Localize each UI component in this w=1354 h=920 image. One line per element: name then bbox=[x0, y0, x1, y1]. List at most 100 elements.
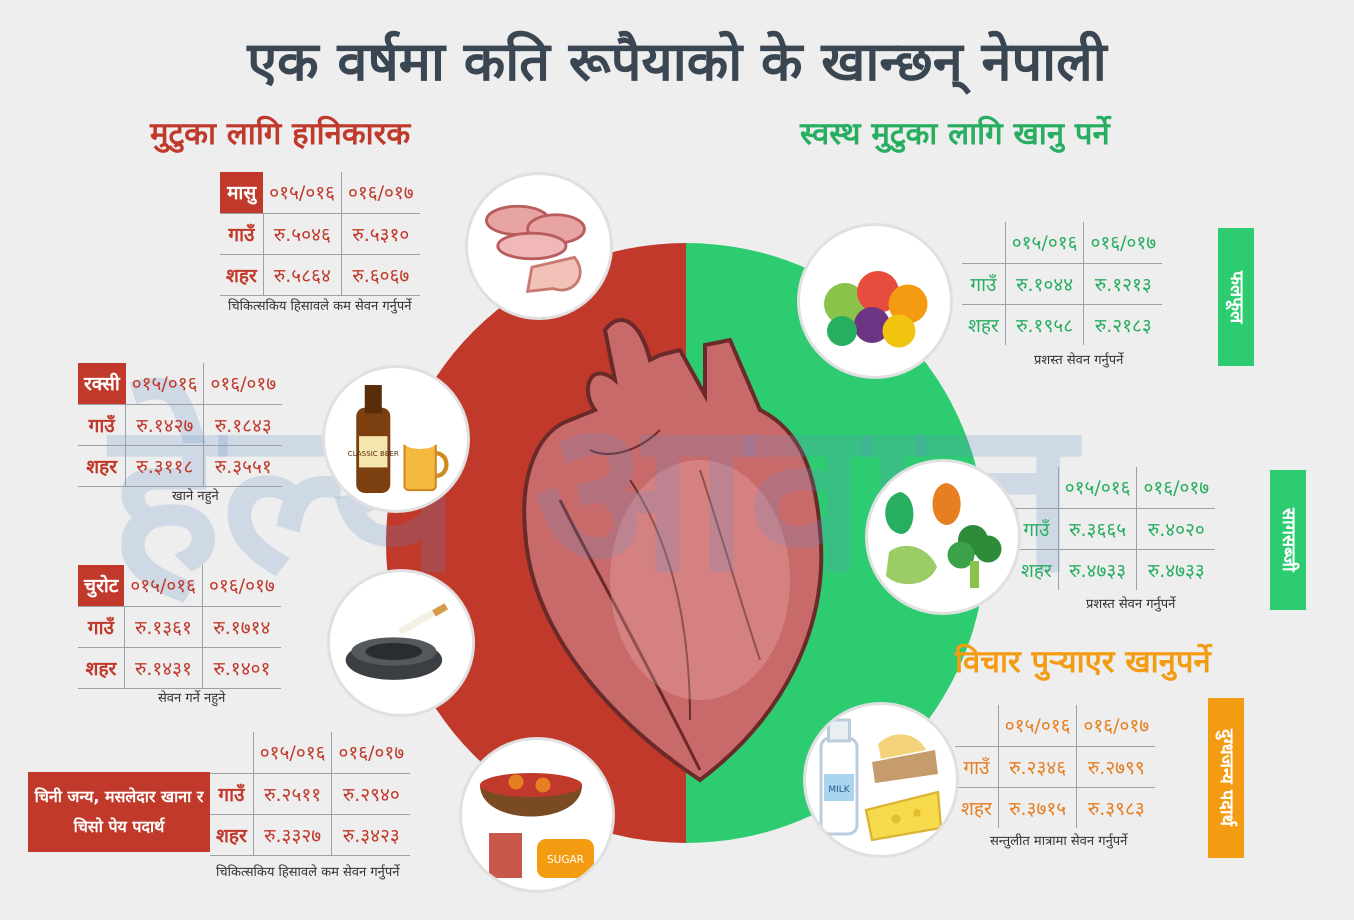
fruits-photo bbox=[800, 226, 950, 376]
year-2: ०१६/०१७ bbox=[202, 565, 281, 607]
year-2: ०१६/०१७ bbox=[331, 732, 411, 774]
year-2: ०१६/०१७ bbox=[203, 363, 283, 405]
fruits-note: प्रशस्त सेवन गर्नुपर्ने bbox=[1034, 353, 1124, 368]
vegetables-icon bbox=[885, 483, 1002, 588]
sugar-table: ०१५/०१६ ०१६/०१७ गाउँ रु.२५११ रु.२९४० शहर… bbox=[210, 732, 411, 856]
beer-photo: CLASSIC BEER bbox=[325, 368, 467, 510]
row-city: शहर bbox=[968, 314, 999, 337]
meat-city-2: रु.६०६७ bbox=[340, 254, 420, 296]
heart-icon bbox=[522, 318, 824, 783]
veg-city-1: रु.४७३३ bbox=[1057, 549, 1137, 590]
careful-heading: विचार पुऱ्याएर खानुपर्ने bbox=[955, 644, 1211, 680]
dairy-city-1: रु.३७१५ bbox=[997, 787, 1077, 828]
cigarette-city-2: रु.१४०१ bbox=[202, 647, 281, 689]
empty-cell bbox=[210, 732, 254, 774]
vegetables-table: ०१५/०१६ ०१६/०१७ गाउँ रु.३६६५ रु.४०२० शहर… bbox=[1015, 467, 1216, 590]
bottle-label: CLASSIC BEER bbox=[348, 449, 399, 458]
year-2: ०१६/०१७ bbox=[1136, 467, 1216, 509]
dairy-village-1: रु.२३४६ bbox=[997, 746, 1077, 788]
sugar-village-1: रु.२५११ bbox=[252, 773, 332, 815]
row-village: गाउँ bbox=[1015, 508, 1059, 550]
empty-cell bbox=[962, 222, 1006, 264]
row-city: शहर bbox=[961, 797, 992, 820]
sugar-label: चिनी जन्य, मसलेदार खाना र चिसो पेय पदार्… bbox=[28, 772, 210, 852]
cigarette-city-1: रु.१४३१ bbox=[123, 647, 203, 689]
alcohol-city-1: रु.३११८ bbox=[125, 445, 204, 487]
healthy-heading: स्वस्थ मुटुका लागि खानु पर्ने bbox=[800, 116, 1110, 152]
veg-village-1: रु.३६६५ bbox=[1057, 508, 1137, 550]
sugar-bag-label: SUGAR bbox=[547, 854, 584, 866]
meat-label: मासु bbox=[220, 172, 264, 214]
row-city: शहर bbox=[1021, 559, 1052, 582]
cigarette-village-2: रु.१७१४ bbox=[202, 606, 281, 648]
row-city: शहर bbox=[210, 814, 254, 856]
alcohol-note: खाने नहुने bbox=[172, 489, 219, 504]
meat-note: चिकित्सकिय हिसावले कम सेवन गर्नुपर्ने bbox=[228, 299, 412, 314]
year-1: ०१५/०१६ bbox=[1004, 222, 1084, 264]
year-1: ०१५/०१६ bbox=[263, 172, 342, 214]
year-1: ०१५/०१६ bbox=[1057, 467, 1137, 509]
fruits-table: ०१५/०१६ ०१६/०१७ गाउँ रु.१०४४ रु.१२१३ शहर… bbox=[962, 222, 1163, 345]
fruits-village-1: रु.१०४४ bbox=[1004, 263, 1084, 305]
alcohol-village-1: रु.१४२७ bbox=[125, 404, 204, 446]
vegetables-photo bbox=[868, 462, 1018, 612]
year-2: ०१६/०१७ bbox=[340, 172, 420, 214]
fruits-city-1: रु.१९५८ bbox=[1004, 304, 1084, 345]
dairy-city-2: रु.३९८३ bbox=[1076, 787, 1156, 828]
vegetables-label: सागसब्जी bbox=[1270, 470, 1306, 610]
meat-village-2: रु.५३१० bbox=[340, 213, 420, 255]
alcohol-city-2: रु.३५५१ bbox=[203, 445, 283, 487]
row-village: गाउँ bbox=[210, 773, 254, 815]
year-2: ०१६/०१७ bbox=[1076, 705, 1156, 747]
milk-icon: MILK bbox=[819, 718, 943, 842]
harmful-heading: मुटुका लागि हानिकारक bbox=[150, 116, 411, 152]
dairy-village-2: रु.२७९९ bbox=[1076, 746, 1156, 788]
row-city: शहर bbox=[220, 254, 264, 296]
row-village: गाउँ bbox=[955, 746, 999, 788]
cigarette-village-1: रु.१३६१ bbox=[123, 606, 203, 648]
curry-photo: SUGAR bbox=[462, 740, 612, 890]
year-1: ०१५/०१६ bbox=[252, 732, 332, 774]
meat-icon bbox=[485, 204, 586, 294]
sugar-city-1: रु.३३२७ bbox=[252, 814, 332, 856]
alcohol-village-2: रु.१८४३ bbox=[203, 404, 283, 446]
row-village: गाउँ bbox=[962, 263, 1006, 305]
cigarette-table: चुरोट ०१५/०१६ ०१६/०१७ गाउँ रु.१३६१ रु.१७… bbox=[78, 565, 281, 689]
beer-icon: CLASSIC BEER bbox=[348, 385, 449, 493]
vegetables-note: प्रशस्त सेवन गर्नुपर्ने bbox=[1086, 597, 1176, 612]
fruits-village-2: रु.१२१३ bbox=[1083, 263, 1163, 305]
dairy-photo: MILK bbox=[806, 705, 956, 855]
empty-cell bbox=[1015, 467, 1059, 509]
row-village: गाउँ bbox=[78, 606, 125, 648]
fruits-label: फलफूल bbox=[1218, 228, 1254, 366]
ashtray-icon bbox=[345, 603, 449, 680]
meat-photo bbox=[468, 175, 610, 317]
cigarette-note: सेवन गर्ने नहुने bbox=[158, 691, 226, 706]
row-village: गाउँ bbox=[220, 213, 264, 255]
empty-cell bbox=[955, 705, 999, 747]
alcohol-table: रक्सी ०१५/०१६ ०१६/०१७ गाउँ रु.१४२७ रु.१८… bbox=[78, 363, 283, 487]
sugar-city-2: रु.३४२३ bbox=[331, 814, 411, 856]
curry-icon: SUGAR bbox=[480, 773, 594, 878]
year-2: ०१६/०१७ bbox=[1083, 222, 1163, 264]
cigarette-label: चुरोट bbox=[78, 565, 125, 607]
fruits-icon bbox=[824, 271, 928, 348]
ashtray-photo bbox=[330, 572, 472, 714]
dairy-label: दुग्धजन्य पदार्थ bbox=[1208, 698, 1244, 858]
veg-city-2: रु.४७३३ bbox=[1136, 549, 1216, 590]
page-title: एक वर्षमा कति रूपैयाको के खान्छन् नेपाली bbox=[247, 30, 1107, 93]
alcohol-label: रक्सी bbox=[78, 363, 126, 405]
meat-city-1: रु.५८६४ bbox=[262, 254, 342, 296]
year-1: ०१५/०१६ bbox=[125, 363, 204, 405]
row-city: शहर bbox=[78, 647, 125, 689]
milk-label: MILK bbox=[828, 785, 850, 795]
year-1: ०१५/०१६ bbox=[997, 705, 1077, 747]
dairy-note: सन्तुलीत मात्रामा सेवन गर्नुपर्ने bbox=[990, 834, 1128, 849]
fruits-city-2: रु.२१८३ bbox=[1083, 304, 1163, 345]
veg-village-2: रु.४०२० bbox=[1136, 508, 1216, 550]
dairy-table: ०१५/०१६ ०१६/०१७ गाउँ रु.२३४६ रु.२७९९ शहर… bbox=[955, 705, 1156, 828]
sugar-note: चिकित्सकिय हिसावले कम सेवन गर्नुपर्ने bbox=[216, 865, 400, 880]
sugar-village-2: रु.२९४० bbox=[331, 773, 411, 815]
year-1: ०१५/०१६ bbox=[124, 565, 203, 607]
meat-table: मासु ०१५/०१६ ०१६/०१७ गाउँ रु.५०४६ रु.५३१… bbox=[220, 172, 420, 296]
